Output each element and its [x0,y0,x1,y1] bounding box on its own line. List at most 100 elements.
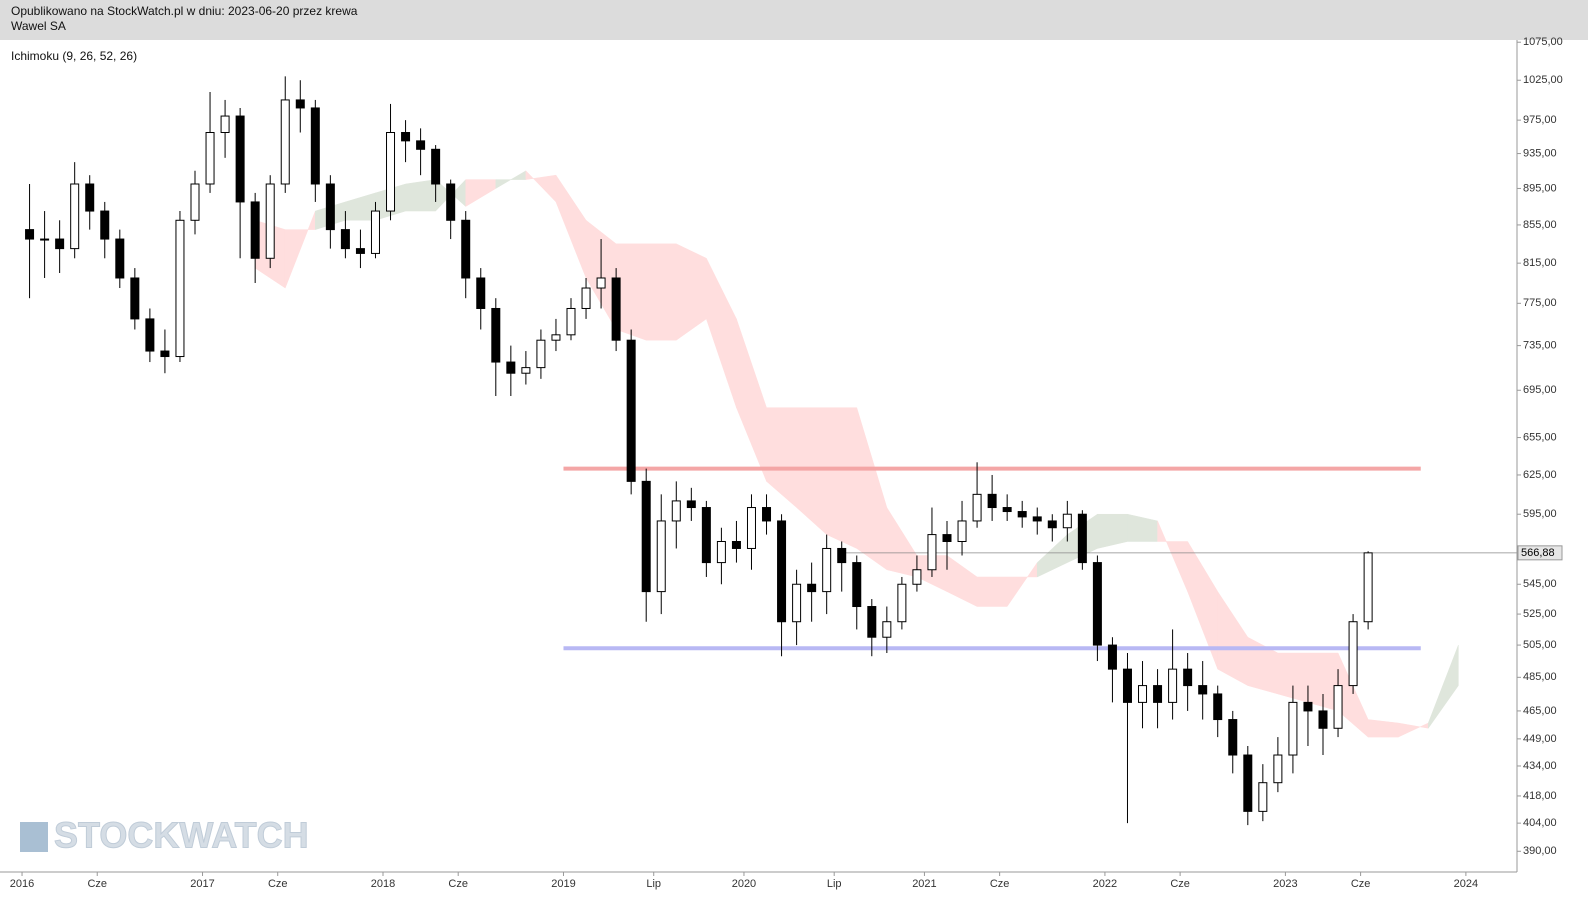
candle-body [491,307,501,363]
y-tick-label: 935,00 [1523,147,1557,159]
y-tick-label: 895,00 [1523,182,1557,194]
y-tick-label: 595,00 [1523,508,1557,520]
y-tick-label: 775,00 [1523,297,1557,309]
candle-body [1062,513,1072,529]
ichimoku-cloud [826,407,858,549]
instrument-name: Wawel SA [11,19,66,33]
plot-area [25,76,1517,826]
candle-body [686,500,696,509]
y-tick-label: 815,00 [1523,257,1557,269]
candle-body [386,132,396,212]
candle-body [85,183,95,212]
x-tick-label: Lip [646,878,661,890]
x-tick-label: 2020 [732,878,756,890]
candle-body [566,307,576,336]
ichimoku-cloud [1397,722,1429,738]
candle-body [1348,621,1358,687]
x-tick-label: 2019 [551,878,575,890]
candle-body [867,606,877,638]
candle-body [340,229,350,250]
x-tick-label: 2017 [190,878,214,890]
last-price-box [1517,545,1563,561]
candle-body [1333,685,1343,729]
candle-body [235,115,245,203]
y-tick-label: 855,00 [1523,219,1557,231]
candle-body [25,229,35,240]
candle-body [1198,685,1208,695]
candle-body [1318,710,1328,729]
candle-body [1047,520,1057,529]
ichimoku-cloud [1097,513,1128,549]
candle-body [1002,507,1012,513]
ichimoku-cloud [796,407,827,536]
ichimoku-cloud [555,174,587,279]
candle-body [205,132,215,185]
y-tick-label: 505,00 [1523,639,1557,651]
candle-body [355,248,365,254]
x-tick-label: 2023 [1273,878,1297,890]
candle-body [280,99,290,185]
y-tick-label: 418,00 [1523,790,1557,802]
candle-body [130,277,140,320]
y-tick-label: 390,00 [1523,845,1557,857]
y-tick-label: 465,00 [1523,705,1557,717]
x-tick-label: 2021 [912,878,936,890]
candle-body [807,583,817,593]
y-tick-label: 434,00 [1523,760,1557,772]
candle-body [1273,754,1283,784]
y-tick-label: 404,00 [1523,817,1557,829]
candle-body [656,520,666,593]
candle-body [626,339,636,482]
candle-body [972,493,982,522]
candle-body [882,621,892,638]
x-tick-label: 2016 [10,878,34,890]
ichimoku-cloud [1247,636,1279,695]
candle-body [220,115,230,134]
candle-body [1138,685,1148,703]
candle-body [1213,693,1223,721]
candle-body [160,350,170,358]
candle-body [1107,644,1117,670]
ichimoku-cloud [976,576,1008,607]
candle-body [912,569,922,585]
candle-body [175,219,185,358]
candle-body [957,520,967,542]
candle-body [295,99,305,109]
candle-body [1032,516,1042,522]
ichimoku-cloud [766,407,797,509]
candle-body [401,132,411,142]
candle-body [927,534,937,571]
candle-body [506,361,516,374]
ichimoku-cloud [525,170,557,203]
x-tick-label: Cze [268,878,288,890]
y-tick-label: 655,00 [1523,431,1557,443]
candle-body [716,540,726,564]
ichimoku-cloud [946,555,978,607]
candle-body [1183,668,1193,687]
x-tick-label: 2024 [1454,878,1478,890]
ichimoku-cloud [645,243,677,341]
ichimoku-cloud [1428,644,1459,730]
ichimoku-cloud [1367,719,1399,738]
ichimoku-cloud [1127,513,1158,542]
candle-body [370,210,380,254]
candle-body [581,287,591,309]
candle-body [1168,668,1178,703]
candle-body [536,339,546,369]
candle-body [671,500,681,522]
y-tick-label: 975,00 [1523,114,1557,126]
candle-body [822,547,832,593]
candle-body [611,277,621,341]
x-tick-label: Cze [448,878,468,890]
ichimoku-cloud [856,407,888,571]
ichimoku-cloud [1006,561,1038,608]
candle-body [250,201,260,259]
candle-body [852,562,862,608]
candle-body [987,493,997,509]
candle-body [1153,685,1163,703]
y-tick-label: 735,00 [1523,340,1557,352]
y-tick-label: 485,00 [1523,671,1557,683]
ichimoku-cloud [465,179,497,207]
